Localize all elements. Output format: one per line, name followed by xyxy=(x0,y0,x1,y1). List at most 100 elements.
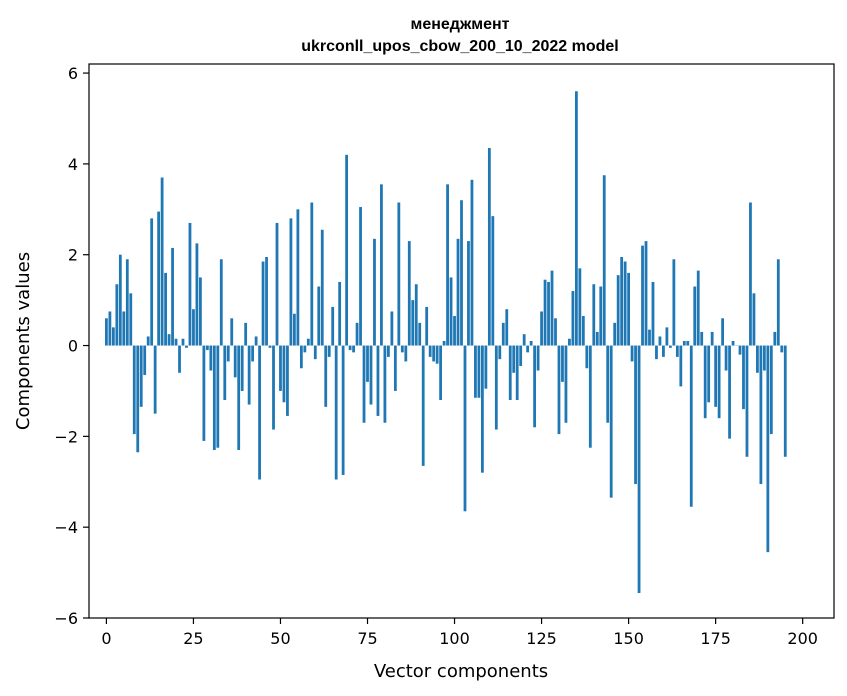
bar xyxy=(519,345,523,366)
bars-group xyxy=(105,91,787,594)
bar xyxy=(773,331,777,346)
bar xyxy=(707,345,711,403)
bar xyxy=(174,338,178,346)
bar xyxy=(620,256,624,346)
bar xyxy=(129,293,133,346)
bar xyxy=(484,345,488,389)
bar xyxy=(616,275,620,346)
bar xyxy=(648,329,651,346)
x-tick-label: 150 xyxy=(613,629,644,648)
bar xyxy=(275,222,279,346)
bar xyxy=(324,345,328,407)
chart-title: менеджмент xyxy=(410,16,509,33)
bar xyxy=(153,345,157,414)
bar xyxy=(714,345,718,407)
bar xyxy=(613,322,617,346)
bar xyxy=(463,345,467,512)
bar xyxy=(505,309,509,346)
bar xyxy=(533,345,536,428)
bar xyxy=(192,309,195,346)
bar xyxy=(752,293,756,346)
bar xyxy=(136,345,140,453)
bar xyxy=(185,345,188,348)
bar xyxy=(470,179,474,346)
bar xyxy=(320,229,324,346)
bar xyxy=(756,345,759,373)
bar xyxy=(703,345,707,419)
bar xyxy=(487,148,491,346)
bar xyxy=(143,345,147,376)
x-tick-label: 75 xyxy=(357,629,377,648)
bar xyxy=(411,300,415,346)
bar xyxy=(171,247,174,346)
chart-subtitle: ukrconll_upos_cbow_200_10_2022 model xyxy=(301,38,618,55)
bar xyxy=(352,345,355,353)
bar xyxy=(630,345,634,362)
bar xyxy=(696,270,700,346)
bar xyxy=(578,268,582,346)
y-tick-label: 0 xyxy=(68,337,78,356)
bar xyxy=(115,284,119,346)
bar xyxy=(668,345,672,348)
bar xyxy=(686,341,690,346)
bar xyxy=(359,207,362,346)
bar xyxy=(157,211,161,346)
bar xyxy=(762,345,766,371)
bar xyxy=(547,281,550,346)
bar xyxy=(226,345,230,362)
bar xyxy=(599,286,603,346)
bar xyxy=(581,316,585,346)
bar xyxy=(317,286,321,346)
bar xyxy=(491,216,495,346)
bar xyxy=(522,334,526,346)
y-axis-label: Components values xyxy=(13,252,34,430)
bar xyxy=(724,345,728,371)
bar xyxy=(373,238,376,346)
bar xyxy=(261,261,265,346)
bar xyxy=(474,345,477,398)
bar xyxy=(665,327,669,346)
bar xyxy=(188,222,192,346)
bar xyxy=(341,345,345,475)
bar xyxy=(637,345,641,594)
bar xyxy=(428,345,432,357)
bar xyxy=(286,345,289,416)
bar xyxy=(167,334,171,346)
x-tick-label: 25 xyxy=(183,629,203,648)
bar xyxy=(783,345,787,457)
x-tick-label: 100 xyxy=(439,629,470,648)
bar xyxy=(334,345,338,480)
bar xyxy=(571,291,575,346)
bar xyxy=(592,284,596,346)
bar xyxy=(251,345,255,362)
y-tick-label: 6 xyxy=(68,64,78,83)
bar xyxy=(721,318,724,346)
bar xyxy=(247,345,251,405)
bar xyxy=(494,345,498,430)
bar xyxy=(400,345,404,353)
bar xyxy=(111,327,115,346)
bar xyxy=(477,345,481,398)
bar xyxy=(195,243,199,346)
bar xyxy=(467,241,470,346)
bar xyxy=(606,345,610,423)
bar xyxy=(512,345,516,373)
bar xyxy=(390,311,394,346)
bar xyxy=(679,345,683,387)
bar xyxy=(414,284,418,346)
bar xyxy=(230,318,234,346)
x-tick-label: 200 xyxy=(787,629,818,648)
bar xyxy=(355,322,359,346)
y-tick-label: 4 xyxy=(68,155,78,174)
y-tick-label: −2 xyxy=(54,427,78,446)
bar xyxy=(240,345,244,391)
y-axis-ticks: −6 −4 −2 0 2 4 6 xyxy=(54,64,89,628)
bar xyxy=(564,345,568,423)
bar xyxy=(306,338,310,346)
bar xyxy=(393,345,397,391)
bar xyxy=(780,345,784,353)
y-tick-label: −6 xyxy=(54,609,78,628)
bar xyxy=(199,277,202,346)
bar xyxy=(432,345,436,362)
